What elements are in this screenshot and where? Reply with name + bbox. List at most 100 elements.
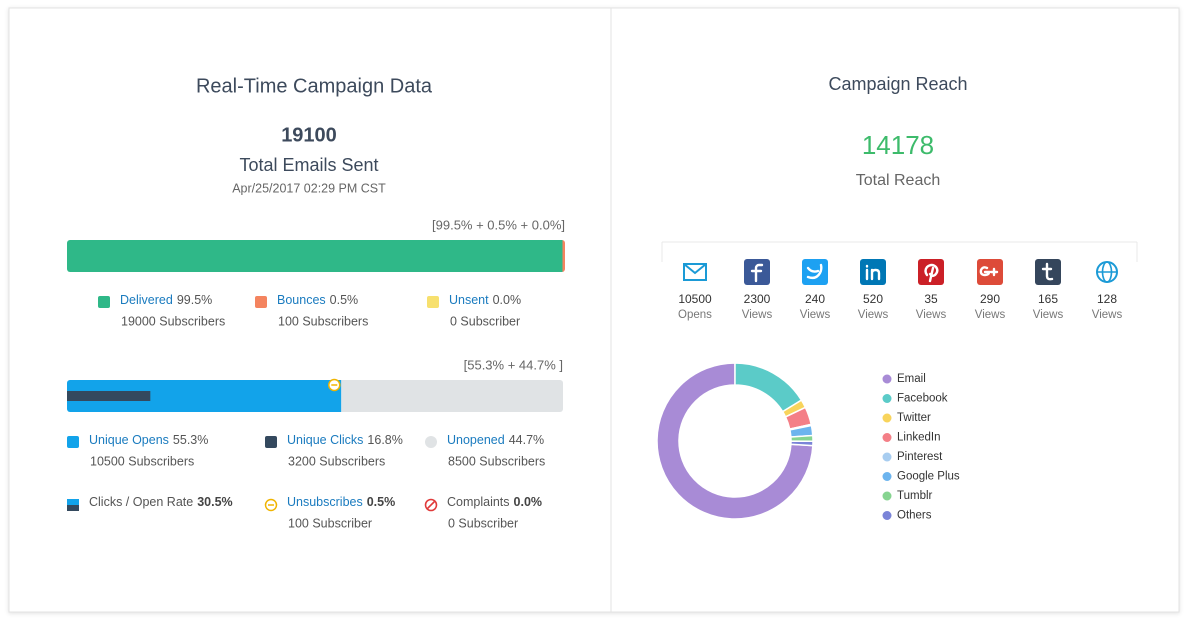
legend-label: Unsubscribes 0.5% xyxy=(287,495,395,509)
legend-swatch xyxy=(98,296,110,308)
channel-unit: Views xyxy=(742,309,773,321)
total-label: Total Reach xyxy=(856,172,941,189)
bar-segment xyxy=(562,240,565,272)
legend-subscribers: 19000 Subscribers xyxy=(121,314,225,328)
legend-value: 0.0% xyxy=(514,495,543,509)
bar-segment xyxy=(341,380,563,412)
legend-swatch xyxy=(427,296,439,308)
legend-name: Clicks / Open Rate xyxy=(89,495,193,509)
channel-count: 165 xyxy=(1038,292,1058,306)
legend-swatch xyxy=(882,472,892,481)
timestamp: Apr/25/2017 02:29 PM CST xyxy=(232,181,386,195)
channel-glyph xyxy=(1041,262,1054,281)
legend-label: Unique Clicks 16.8% xyxy=(287,433,403,447)
legend-value: 99.5% xyxy=(177,293,212,307)
legend-value: 16.8% xyxy=(367,433,402,447)
legend-swatch xyxy=(882,491,892,501)
legend-name: Complaints xyxy=(447,495,510,509)
channel-count: 2300 xyxy=(744,292,771,306)
channel-unit: Views xyxy=(975,309,1006,321)
channel-glyph xyxy=(750,263,764,283)
legend-value: 0.5% xyxy=(367,495,396,509)
legend-name: Unique Clicks xyxy=(287,433,363,447)
channel-glyph xyxy=(924,263,939,283)
legend-icon xyxy=(426,500,436,510)
channel-count: 10500 xyxy=(678,292,712,306)
legend-swatch xyxy=(882,413,892,423)
legend-value: 55.3% xyxy=(173,433,208,447)
channel-count: 128 xyxy=(1097,292,1117,306)
panel-title: Real-Time Campaign Data xyxy=(196,75,433,97)
legend-swatch xyxy=(882,433,892,442)
channel-glyph xyxy=(806,263,823,280)
legend-swatch xyxy=(882,452,892,462)
engagement-bar xyxy=(67,380,563,412)
channel-count: 290 xyxy=(980,292,1000,306)
total-sent: 19100 xyxy=(281,124,337,146)
legend-label: Unopened 44.7% xyxy=(447,433,544,447)
legend-swatch xyxy=(67,499,79,505)
legend-swatch xyxy=(67,505,79,511)
legend-value: 0.5% xyxy=(330,293,359,307)
legend-label: Email xyxy=(897,373,926,385)
legend-label: Delivered 99.5% xyxy=(120,293,212,307)
legend-name: Unsubscribes xyxy=(287,495,363,509)
legend-label: Unsent 0.0% xyxy=(449,293,521,307)
channel-glyph xyxy=(979,266,999,277)
legend-name: Unopened xyxy=(447,433,505,447)
channel-unit: Views xyxy=(858,309,889,321)
channel-icon xyxy=(683,263,707,275)
legend-swatch xyxy=(882,511,892,520)
legend-swatch xyxy=(67,436,79,448)
legend-label: Unique Opens 55.3% xyxy=(89,433,208,447)
donut-slice xyxy=(790,440,814,447)
legend-subscribers: 100 Subscriber xyxy=(288,516,372,530)
legend-subscribers: 10500 Subscribers xyxy=(90,454,194,468)
channel-unit: Views xyxy=(1092,309,1123,321)
bar-segment xyxy=(67,240,563,272)
delivery-bar xyxy=(67,240,565,272)
card xyxy=(8,7,1180,613)
legend-value: 44.7% xyxy=(509,433,544,447)
bar-summary: [55.3% + 44.7% ] xyxy=(464,357,563,372)
legend-subscribers: 100 Subscribers xyxy=(278,314,368,328)
channel-count: 240 xyxy=(805,292,825,306)
legend-name: Unique Opens xyxy=(89,433,169,447)
legend-label: Tumblr xyxy=(897,490,933,502)
legend-swatch xyxy=(265,436,277,448)
legend-subscribers: 0 Subscriber xyxy=(448,516,518,530)
channel-unit: Views xyxy=(1033,309,1064,321)
legend-icon xyxy=(424,498,438,512)
legend-subscribers: 3200 Subscribers xyxy=(288,454,385,468)
legend-swatch xyxy=(425,436,437,448)
legend-swatch xyxy=(882,374,892,384)
legend-label: Facebook xyxy=(897,393,948,405)
legend-label: Clicks / Open Rate 30.5% xyxy=(89,495,233,509)
total-reach: 14178 xyxy=(862,130,934,160)
bar-summary: [99.5% + 0.5% + 0.0%] xyxy=(432,217,565,232)
channel-count: 520 xyxy=(863,292,883,306)
legend-subscribers: 8500 Subscribers xyxy=(448,454,545,468)
legend-label: Google Plus xyxy=(897,471,960,483)
panel-title: Campaign Reach xyxy=(828,74,967,94)
channel-count: 35 xyxy=(924,292,938,306)
legend-label: Pinterest xyxy=(897,451,943,463)
legend-label: LinkedIn xyxy=(897,432,940,444)
legend-label: Others xyxy=(897,510,932,522)
legend-value: 0.0% xyxy=(493,293,522,307)
channel-glyph xyxy=(865,264,881,281)
total-label: Total Emails Sent xyxy=(239,155,378,175)
donut-slice xyxy=(656,362,814,520)
channel-unit: Views xyxy=(800,309,831,321)
legend-swatch xyxy=(882,394,892,403)
legend-label: Twitter xyxy=(897,412,931,424)
legend-name: Delivered xyxy=(120,293,173,307)
channel-icon xyxy=(683,263,707,281)
channel-unit: Views xyxy=(916,309,947,321)
donut-slice xyxy=(790,434,814,442)
legend-name: Unsent xyxy=(449,293,489,307)
legend-label: Complaints 0.0% xyxy=(447,495,542,509)
bar-segment xyxy=(67,391,151,401)
